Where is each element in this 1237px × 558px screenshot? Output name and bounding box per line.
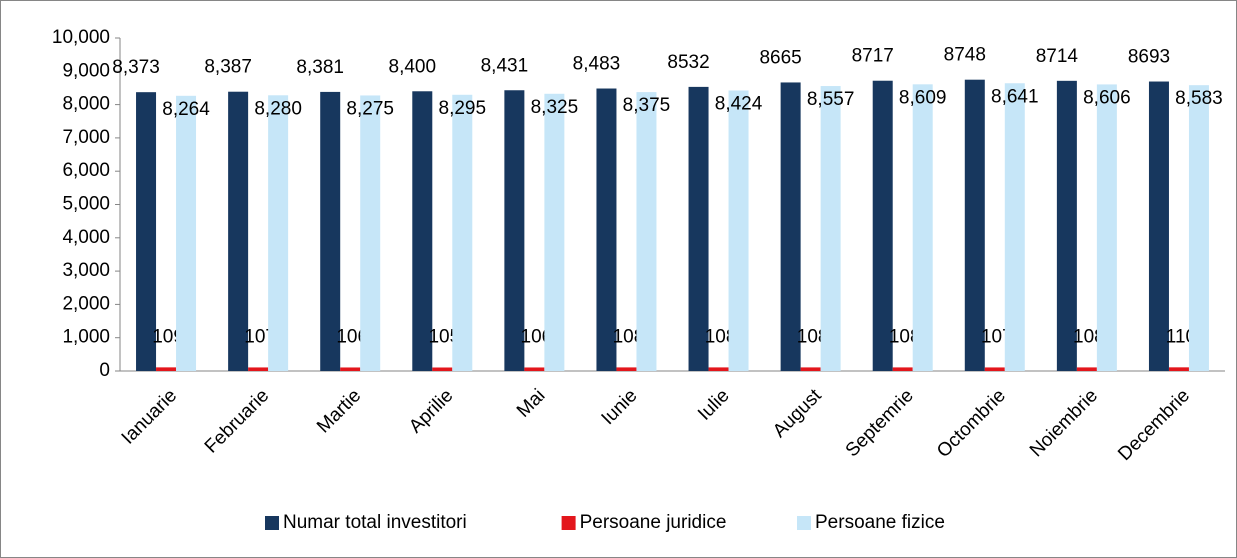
bar — [892, 367, 913, 371]
bar — [1148, 81, 1169, 371]
bar — [228, 91, 249, 372]
data-label: 108 — [613, 326, 645, 347]
data-label: 8,609 — [899, 87, 947, 108]
bar — [984, 367, 1005, 371]
bar — [340, 367, 361, 371]
data-label: 8693 — [1128, 47, 1170, 68]
data-label: 8,275 — [346, 98, 394, 119]
bar — [544, 93, 565, 371]
bar — [1076, 367, 1097, 371]
bar — [708, 367, 729, 371]
y-tick-label: 1,000 — [62, 327, 110, 348]
data-label: 110 — [1166, 326, 1196, 347]
y-tick-label: 0 — [99, 360, 110, 381]
data-label: 8,606 — [1083, 87, 1131, 108]
data-label: 8,431 — [481, 55, 529, 76]
bar — [616, 367, 637, 371]
bar — [1188, 85, 1209, 371]
bar — [432, 367, 453, 371]
data-label: 109 — [152, 326, 184, 347]
bar — [320, 91, 341, 372]
bar — [360, 95, 381, 371]
bar — [800, 367, 821, 371]
data-label: 8,375 — [623, 95, 671, 116]
legend-swatch — [797, 516, 811, 530]
bar — [780, 82, 801, 371]
data-label: 8,583 — [1175, 88, 1223, 109]
data-label: 8,280 — [254, 98, 302, 119]
bar — [156, 367, 177, 371]
legend-label: Numar total investitori — [283, 512, 467, 533]
bar — [504, 90, 525, 371]
y-tick-label: 4,000 — [62, 227, 110, 248]
legend-swatch — [561, 516, 576, 530]
data-label: 108 — [1073, 326, 1105, 347]
data-label: 107 — [244, 326, 276, 347]
bar — [452, 94, 473, 372]
y-tick-label: 6,000 — [62, 160, 110, 181]
data-label: 8717 — [852, 46, 894, 67]
bar — [268, 95, 289, 371]
data-label: 108 — [705, 326, 737, 347]
data-label: 105 — [428, 327, 460, 348]
bar — [1004, 83, 1025, 371]
legend-label: Persoane fizice — [815, 512, 945, 533]
bar — [728, 90, 749, 371]
bar — [524, 367, 545, 371]
bar — [1168, 367, 1189, 371]
data-label: 108 — [889, 326, 921, 347]
y-tick-label: 2,000 — [62, 293, 110, 314]
bar — [248, 367, 269, 371]
data-label: 8,325 — [531, 97, 579, 118]
legend-label: Persoane juridice — [580, 512, 727, 533]
data-label: 8,400 — [389, 56, 437, 77]
y-tick-label: 8,000 — [62, 94, 110, 115]
data-label: 8,264 — [162, 99, 210, 120]
data-label: 8532 — [667, 52, 709, 73]
bar — [596, 88, 617, 371]
data-label: 8,557 — [807, 89, 855, 110]
y-tick-label: 7,000 — [62, 127, 110, 148]
data-label: 8,387 — [204, 57, 252, 78]
bar — [136, 92, 157, 371]
y-tick-label: 3,000 — [62, 260, 110, 281]
data-label: 108 — [797, 326, 829, 347]
bar — [636, 92, 657, 372]
y-tick-label: 5,000 — [62, 194, 110, 215]
bar — [820, 86, 841, 371]
data-label: 8714 — [1036, 46, 1079, 67]
data-label: 8,483 — [573, 54, 621, 75]
data-label: 107 — [981, 326, 1013, 347]
y-tick-label: 9,000 — [62, 60, 110, 81]
y-tick-label: 10,000 — [52, 27, 110, 48]
bar — [872, 80, 893, 371]
bar — [1096, 84, 1117, 371]
data-label: 106 — [336, 326, 368, 347]
data-label: 8748 — [944, 45, 986, 66]
data-label: 8,373 — [112, 57, 160, 78]
data-label: 8,295 — [439, 98, 487, 119]
bar — [1056, 80, 1077, 372]
bar — [176, 95, 197, 371]
bar — [688, 86, 709, 371]
legend-swatch — [265, 516, 279, 530]
bar — [964, 79, 985, 372]
bar — [412, 91, 433, 371]
bar — [912, 84, 933, 371]
data-label: 8,424 — [715, 93, 763, 114]
data-label: 8,641 — [991, 86, 1039, 107]
data-label: 106 — [521, 326, 553, 347]
data-label: 8,381 — [296, 57, 344, 78]
data-label: 8665 — [759, 47, 801, 68]
